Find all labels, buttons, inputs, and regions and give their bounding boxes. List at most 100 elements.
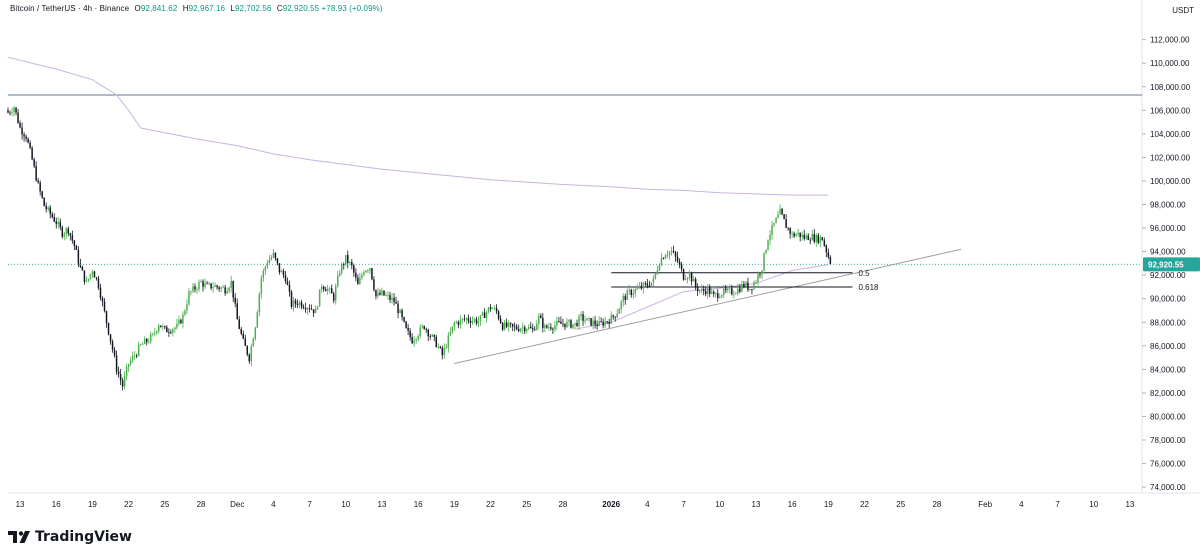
candle-body — [447, 335, 450, 348]
candle-body — [811, 234, 814, 241]
candle-body — [704, 291, 707, 295]
candle-body — [588, 318, 590, 319]
candle-body — [349, 262, 351, 263]
candle-body — [461, 318, 464, 320]
candle-body — [554, 325, 556, 330]
candle-body — [803, 234, 805, 239]
candle-body — [509, 322, 512, 324]
x-tick-label: 28 — [558, 500, 567, 509]
candle-body — [678, 261, 681, 265]
currency-label[interactable]: USDT — [1172, 6, 1194, 15]
candle-body — [280, 270, 283, 273]
candle-body — [228, 287, 230, 292]
candle-body — [618, 309, 620, 314]
candle-body — [25, 136, 27, 139]
candle-body — [753, 282, 755, 290]
candle-body — [69, 233, 72, 236]
candle-body — [755, 281, 757, 283]
candle-body — [706, 286, 709, 295]
candle-body — [236, 303, 238, 320]
candle-body — [771, 224, 773, 235]
candle-body — [441, 347, 444, 356]
candle-body — [654, 273, 657, 279]
candle-body — [696, 287, 699, 292]
candle-body — [180, 319, 182, 324]
candle-body — [642, 283, 645, 289]
x-tick-label: 22 — [860, 500, 869, 509]
x-tick-label: 10 — [341, 500, 350, 509]
candle-body — [821, 237, 824, 241]
candle-body — [318, 289, 321, 307]
candle-body — [536, 323, 538, 331]
candle-body — [204, 283, 206, 287]
x-tick-label: 19 — [88, 500, 97, 509]
candle-body — [21, 127, 23, 135]
candle-body — [513, 326, 516, 328]
candle-body — [7, 110, 9, 113]
candle-body — [147, 341, 150, 343]
candle-body — [220, 287, 222, 290]
candle-body — [33, 159, 35, 167]
candle-body — [483, 312, 486, 319]
candle-body — [534, 329, 536, 331]
candle-body — [532, 328, 534, 330]
candle-body — [429, 336, 431, 337]
candle-body — [330, 288, 333, 294]
x-tick-label: 25 — [896, 500, 905, 509]
candle-body — [387, 295, 389, 296]
candle-body — [27, 138, 29, 143]
candle-body — [809, 239, 811, 241]
candle-body — [596, 324, 598, 326]
candle-body — [676, 256, 679, 262]
open-value: 92,841.62 — [140, 4, 178, 13]
candle-body — [564, 323, 566, 328]
candle-body — [121, 380, 124, 387]
x-tick-label: 10 — [1089, 500, 1098, 509]
candle-body — [787, 227, 789, 229]
candle-body — [125, 366, 128, 377]
candle-body — [511, 323, 514, 327]
candle-body — [286, 281, 289, 285]
y-tick-label: 80,000.00 — [1150, 412, 1186, 421]
candle-body — [763, 253, 765, 271]
y-tick-label: 74,000.00 — [1150, 483, 1186, 492]
x-tick-label: Feb — [978, 500, 992, 509]
candle-body — [361, 275, 363, 278]
candle-body — [670, 250, 673, 252]
candle-body — [469, 320, 472, 323]
y-tick-label: 84,000.00 — [1150, 365, 1186, 374]
candle-body — [186, 304, 188, 311]
candle-body — [314, 308, 317, 314]
candle-body — [15, 107, 17, 113]
candle-body — [379, 292, 381, 295]
candle-body — [439, 346, 442, 348]
candle-body — [13, 107, 15, 113]
candle-body — [680, 264, 683, 270]
candle-body — [39, 182, 41, 192]
y-tick-label: 78,000.00 — [1150, 436, 1186, 445]
y-tick-label: 96,000.00 — [1150, 224, 1186, 233]
close-label: C — [276, 4, 283, 13]
candle-body — [200, 281, 202, 283]
candle-body — [210, 283, 212, 289]
candle-body — [515, 326, 518, 330]
candle-body — [503, 322, 506, 330]
candle-body — [606, 321, 608, 323]
candle-body — [721, 294, 723, 297]
candle-body — [351, 262, 353, 266]
candle-body — [55, 221, 58, 225]
candle-body — [59, 221, 62, 228]
candle-body — [188, 291, 190, 305]
candle-body — [164, 326, 166, 328]
candle-body — [238, 319, 240, 329]
x-tick-label: 10 — [715, 500, 724, 509]
candle-body — [300, 302, 303, 308]
candle-body — [260, 277, 263, 294]
candle-body — [135, 355, 138, 357]
candle-body — [660, 258, 663, 265]
y-tick-label: 76,000.00 — [1150, 460, 1186, 469]
tradingview-logo-icon — [8, 531, 30, 543]
candle-body — [399, 310, 401, 314]
candle-body — [152, 333, 154, 335]
